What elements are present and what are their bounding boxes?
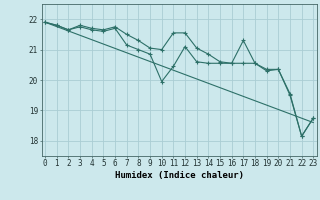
X-axis label: Humidex (Indice chaleur): Humidex (Indice chaleur)	[115, 171, 244, 180]
